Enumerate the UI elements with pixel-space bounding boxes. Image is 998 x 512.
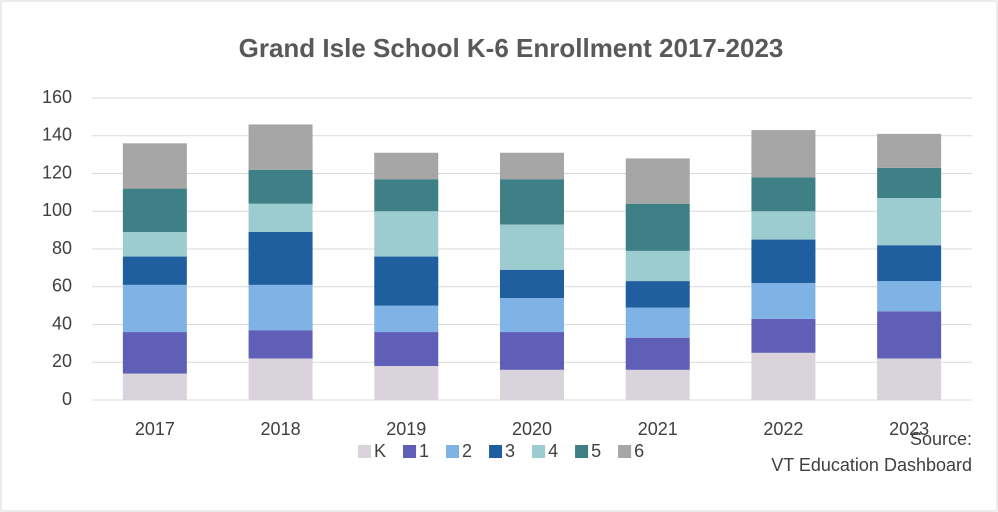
bar-segment <box>877 133 942 168</box>
y-tick-label: 60 <box>52 276 72 296</box>
bar-segment <box>374 332 439 367</box>
bar-segment <box>877 245 942 282</box>
legend-label: 2 <box>462 441 472 461</box>
bar-segment <box>374 179 439 212</box>
legend-swatch <box>446 445 460 458</box>
bar-segment <box>122 373 187 400</box>
x-tick-label: 2020 <box>512 419 552 439</box>
bar-segment <box>374 305 439 333</box>
bar-segment <box>122 143 187 189</box>
legend-swatch <box>358 445 371 458</box>
bar-segment <box>500 224 564 270</box>
y-tick-label: 100 <box>42 200 72 220</box>
bar-segment <box>751 352 816 400</box>
bar-segment <box>751 282 816 319</box>
y-tick-label: 0 <box>62 389 72 409</box>
bar-segment <box>248 232 313 285</box>
legend-label: 1 <box>419 441 429 461</box>
bar-segment <box>122 284 187 333</box>
x-tick-label: 2023 <box>889 419 929 439</box>
bar-segment <box>625 203 690 251</box>
legend-label: 6 <box>634 441 644 461</box>
bar-segment <box>500 179 564 225</box>
legend-swatch <box>618 445 632 458</box>
y-tick-label: 120 <box>42 162 72 182</box>
legend-label: 4 <box>548 441 558 461</box>
bar-segment <box>500 152 564 180</box>
bar-segment <box>751 130 816 178</box>
bar-segment <box>877 198 942 246</box>
source-line: VT Education Dashboard <box>771 455 972 475</box>
x-tick-label: 2019 <box>386 419 426 439</box>
bar-segment <box>877 281 942 312</box>
bar-segment <box>248 330 313 359</box>
y-tick-label: 80 <box>52 238 72 258</box>
y-tick-label: 20 <box>52 351 72 371</box>
bar-segment <box>122 332 187 374</box>
bar-segment <box>500 298 564 333</box>
legend-label: 3 <box>505 441 515 461</box>
bar-segment <box>625 250 690 282</box>
bar-segment <box>751 318 816 353</box>
bar-segment <box>625 337 690 370</box>
bar-segment <box>248 358 313 400</box>
x-tick-label: 2017 <box>135 419 175 439</box>
source-line: Source: <box>910 429 972 449</box>
x-tick-label: 2022 <box>763 419 803 439</box>
bar-segment <box>122 232 187 257</box>
bar-segment <box>625 281 690 308</box>
bar-segment <box>248 203 313 233</box>
bar-segment <box>877 358 942 400</box>
legend-label: 5 <box>591 441 601 461</box>
bar-segment <box>374 256 439 306</box>
legend-label: K <box>374 441 386 461</box>
bar-segment <box>374 366 439 400</box>
bar-segment <box>500 332 564 370</box>
x-tick-label: 2021 <box>638 419 678 439</box>
bar-segment <box>500 269 564 299</box>
bar-segment <box>751 239 816 283</box>
bar-segment <box>500 369 564 400</box>
bar-segment <box>122 188 187 233</box>
bar-segment <box>374 211 439 257</box>
bar-segment <box>625 158 690 204</box>
bar-segment <box>248 169 313 204</box>
bar-segment <box>374 152 439 180</box>
bar-segment <box>625 369 690 400</box>
bar-segment <box>877 311 942 359</box>
bar-segment <box>751 177 816 212</box>
y-tick-label: 40 <box>52 313 72 333</box>
legend-swatch <box>489 445 503 458</box>
bar-segment <box>122 256 187 285</box>
bar-segment <box>625 307 690 338</box>
bar-segment <box>751 211 816 240</box>
x-tick-label: 2018 <box>261 419 301 439</box>
y-tick-label: 140 <box>42 125 72 145</box>
bar-segment <box>877 167 942 199</box>
bar-segment <box>248 284 313 331</box>
chart-title: Grand Isle School K-6 Enrollment 2017-20… <box>239 33 784 63</box>
legend-swatch <box>403 445 417 458</box>
legend-swatch <box>575 445 589 458</box>
legend-swatch <box>532 445 546 458</box>
bar-segment <box>248 124 313 170</box>
y-tick-label: 160 <box>42 87 72 107</box>
